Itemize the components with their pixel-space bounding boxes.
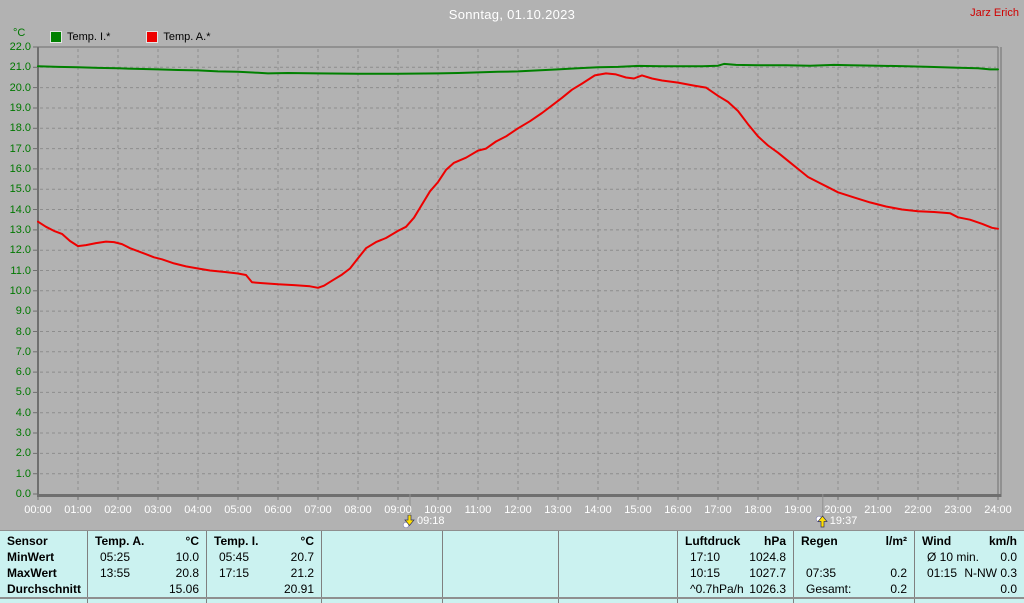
stats-regen-avg-value: 0.2 [890, 582, 907, 596]
stats-temp-a-max-value: 20.8 [175, 566, 199, 580]
stats-table: Sensor MinWert MaxWert Durchschnitt Temp. A.… [0, 530, 1024, 603]
stats-temp-a-max-time: 13:55 [100, 566, 131, 580]
stats-luftdruck-avg-value: 1026.3 [749, 582, 786, 596]
stats-col-temp-a: Temp. A. °C 05:25 10.0 13:55 20.8 15.06 [88, 531, 207, 603]
temp-a-legend-label: Temp. A.* [163, 31, 211, 43]
stats-temp-i-min-time: 05:45 [219, 550, 250, 564]
stats-temp-i-max-value: 21.2 [290, 566, 314, 580]
stats-temp-a-avg-value: 15.06 [168, 582, 199, 596]
stats-regen-max-time: 07:35 [806, 566, 837, 580]
stats-regen-max-value: 0.2 [890, 566, 907, 580]
stats-luftdruck-min-time: 17:10 [690, 550, 721, 564]
stats-regen-avg-time: Gesamt: [806, 582, 852, 596]
temp-a-legend-swatch-icon [146, 31, 159, 43]
stats-row-label: Sensor [7, 534, 48, 548]
stats-luftdruck-max-time: 10:15 [690, 566, 721, 580]
stats-row-label: MinWert [7, 550, 55, 564]
temp-i-legend-label: Temp. I.* [67, 31, 111, 43]
stats-wind-max-time: 01:15 [927, 566, 958, 580]
stats-col-temp-i: Temp. I. °C 05:45 20.7 17:15 21.2 20.91 [207, 531, 322, 603]
stats-col-luftdruck: Luftdruck hPa 17:10 1024.8 10:15 1027.7 ^0.7hP… [678, 531, 794, 603]
stats-luftdruck-unit: hPa [763, 534, 786, 548]
stats-wind-name: Wind [922, 534, 952, 548]
legend-item-temp-i: Temp. I.* [50, 31, 110, 43]
page-title: Sonntag, 01.10.2023 [448, 7, 576, 22]
stats-luftdruck-name: Luftdruck [685, 534, 741, 548]
legend-item-temp-a: Temp. A.* [146, 31, 210, 43]
stats-temp-i-min-value: 20.7 [290, 550, 314, 564]
stats-temp-a-name: Temp. A. [95, 534, 145, 548]
stats-temp-a-min-time: 05:25 [100, 550, 131, 564]
stats-wind-max-value: N-NW 0.3 [964, 566, 1017, 580]
stats-temp-i-unit: °C [300, 534, 314, 548]
stats-temp-i-name: Temp. I. [214, 534, 259, 548]
stats-regen-name: Regen [801, 534, 838, 548]
temp-a-line [37, 72, 999, 289]
stats-row-label: Durchschnitt [7, 582, 82, 596]
temp-i-line [37, 62, 999, 75]
stats-col-wind: Wind km/h Ø 10 min. 0.0 01:15 N-NW 0.3 0.0 [915, 531, 1024, 603]
stats-temp-i-max-time: 17:15 [219, 566, 250, 580]
stats-col-empty-3 [559, 531, 678, 603]
chart-legend: Temp. I.* Temp. A.* [50, 31, 246, 43]
stats-row-label: MaxWert [7, 566, 57, 580]
stats-col-empty-2 [443, 531, 559, 603]
stats-col-regen: Regen l/m² 07:35 0.2 Gesamt: 0.2 [794, 531, 915, 603]
stats-wind-unit: km/h [988, 534, 1017, 548]
y-axis-unit-label: °C [13, 27, 26, 39]
stats-wind-min-time: Ø 10 min. [927, 550, 980, 564]
stats-temp-a-unit: °C [185, 534, 199, 548]
user-name: Jarz Erich [970, 7, 1019, 19]
stats-temp-a-min-value: 10.0 [175, 550, 199, 564]
stats-luftdruck-max-value: 1027.7 [749, 566, 786, 580]
stats-wind-min-value: 0.0 [1000, 550, 1017, 564]
stats-luftdruck-avg-time: ^0.7hPa/h [690, 582, 744, 596]
temperature-plot [33, 46, 1002, 517]
stats-row-labels-column: Sensor MinWert MaxWert Durchschnitt [0, 531, 88, 603]
stats-col-empty-1 [322, 531, 443, 603]
stats-temp-i-avg-value: 20.91 [283, 582, 314, 596]
stats-luftdruck-min-value: 1024.8 [749, 550, 786, 564]
stats-wind-avg-value: 0.0 [1000, 582, 1017, 596]
stats-regen-unit: l/m² [885, 534, 907, 548]
temp-i-legend-swatch-icon [50, 31, 62, 43]
